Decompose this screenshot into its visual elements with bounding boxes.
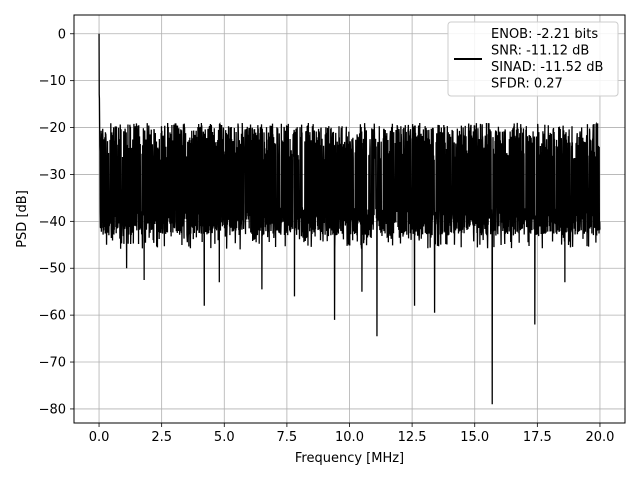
y-tick-label: −20 [39,121,66,136]
y-axis-label: PSD [dB] [15,190,30,248]
psd-line [98,33,601,405]
legend-entry-snr: SNR: -11.12 dB [491,44,589,59]
x-tick-label: 17.5 [523,430,552,445]
psd-series [98,33,601,405]
y-tick-label: −40 [39,215,66,230]
x-tick-label: 7.5 [277,430,298,445]
y-tick-label: −10 [39,74,66,89]
x-tick-label: 20.0 [585,430,614,445]
y-tick-label: −50 [39,262,66,277]
y-tick-label: −80 [39,402,66,417]
x-tick-label: 5.0 [214,430,235,445]
y-tick-label: 0 [58,27,66,42]
x-tick-label: 15.0 [460,430,489,445]
legend: ENOB: -2.21 bits SNR: -11.12 dB SINAD: -… [447,21,619,97]
x-axis-label: Frequency [MHz] [295,451,404,466]
y-tick-label: −70 [39,356,66,371]
y-tick-label: −30 [39,168,66,183]
legend-entry-sfdr: SFDR: 0.27 [491,77,563,92]
legend-entry-enob: ENOB: -2.21 bits [491,27,598,42]
x-tick-label: 0.0 [89,430,110,445]
legend-entry-sinad: SINAD: -11.52 dB [491,60,603,75]
x-tick-label: 12.5 [398,430,427,445]
axis-ticks: 0.0 2.5 5.0 7.5 10.0 12.5 15.0 17.5 20.0 0 −10 −20 −… [39,27,615,445]
legend-box [447,21,619,97]
x-tick-label: 2.5 [151,430,172,445]
y-tick-label: −60 [39,309,66,324]
x-tick-label: 10.0 [335,430,364,445]
